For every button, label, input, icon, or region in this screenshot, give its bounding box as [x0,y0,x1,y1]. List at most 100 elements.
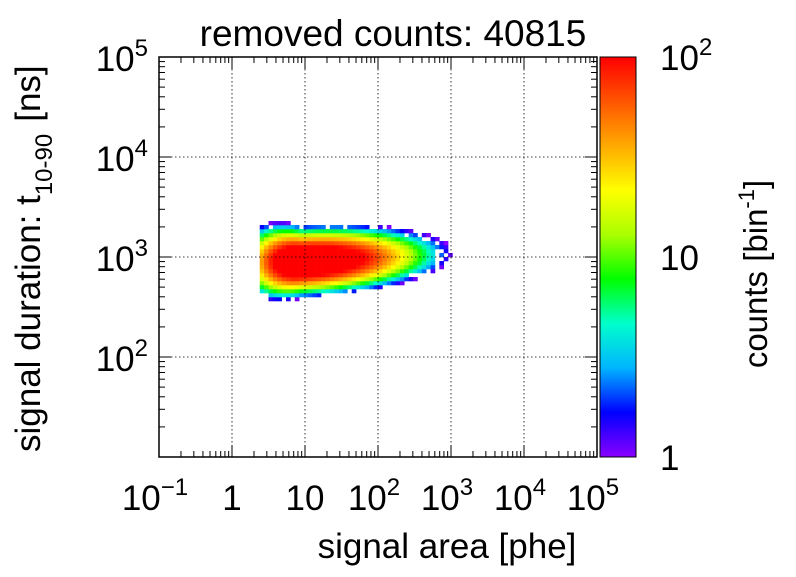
heatmap-cell [272,249,278,254]
heatmap-cell [316,273,322,278]
y-tick-label: 104 [96,135,148,179]
heatmap-cell [364,269,370,274]
heatmap-cell [294,229,300,234]
heatmap-cell [386,229,392,234]
heatmap-cell [329,277,335,282]
heatmap-cell [286,249,291,254]
color-scale-tick-label: 102 [660,34,712,78]
heatmap-cell [299,289,304,294]
heatmap-cell [373,245,379,250]
heatmap-cell [307,261,313,266]
heatmap-cell [347,249,353,254]
heatmap-cell [303,241,309,246]
heatmap-cell [386,241,392,246]
heatmap-cell [264,261,269,266]
heatmap-cell [399,253,405,258]
heatmap-cell [408,261,414,266]
heatmap-cell [347,269,353,274]
heatmap-cell [391,249,396,254]
color-scale-label: counts [bin-1] [734,180,774,368]
heatmap-cell [299,233,304,238]
heatmap-cell [347,273,353,278]
heatmap-cell [351,229,357,234]
heatmap-cell [386,237,392,242]
heatmap-cell [342,277,348,282]
heatmap-cell [369,257,374,262]
heatmap-cell [303,229,309,234]
heatmap-cell [334,245,339,250]
heatmap-cell [329,253,335,258]
heatmap-cell [430,265,436,270]
heatmap-cell [316,237,322,242]
heatmap-cell [373,269,379,274]
heatmap-cell [395,257,401,262]
heatmap-cell [259,245,265,250]
heatmap-cell [413,245,418,250]
heatmap-cell [299,245,304,250]
heatmap-cell [364,265,370,270]
heatmap-cell [382,273,388,278]
heatmap-cell [378,273,383,278]
heatmap-cell [268,241,274,246]
heatmap-cell [338,245,344,250]
heatmap-cell [299,261,304,266]
heatmap-cell [281,273,287,278]
heatmap-cell [321,237,326,242]
heatmap-cell [294,289,300,294]
heatmap-cell [360,261,366,266]
heatmap-cell [364,281,370,286]
heatmap-cell [417,269,423,274]
heatmap-cell [439,261,444,266]
heatmap-cell [378,229,383,234]
heatmap-cell [430,237,436,242]
heatmap-cell [342,261,348,266]
heatmap-cell [382,257,388,262]
heatmap-cell [399,233,405,238]
heatmap-cell [369,249,374,254]
heatmap-cell [286,293,291,298]
heatmap-cell [404,261,409,266]
heatmap-cell [421,261,427,266]
heatmap-cell [268,233,274,238]
heatmap-cell [399,273,405,278]
color-scale-tick-label: 10 [660,239,699,278]
heatmap-cell [347,285,353,290]
heatmap-cell [259,265,265,270]
heatmap-cell [268,249,274,254]
heatmap-cell [286,273,291,278]
heatmap-cell [378,277,383,282]
heatmap-cell [404,269,409,274]
heatmap-cell [312,233,317,238]
heatmap-cell [312,285,317,290]
heatmap-cell [382,233,388,238]
heatmap-cell [399,277,405,282]
heatmap-cell [382,265,388,270]
heatmap-cell [430,245,436,250]
heatmap-cell [430,261,436,266]
heatmap-cell [325,277,331,282]
heatmap-cell [268,277,274,282]
heatmap-cell [364,285,370,290]
color-scale-tick-label: 1 [660,439,679,478]
heatmap-cell [421,245,427,250]
heatmap-cell [404,241,409,246]
heatmap-cell [347,241,353,246]
x-axis-ticks [158,57,595,457]
heatmap-cell [360,245,366,250]
heatmap-cell [290,245,296,250]
heatmap-cell [386,261,392,266]
heatmap-cell [395,245,401,250]
heatmap-cell [316,293,322,298]
heatmap-cell [294,225,300,230]
heatmap-cell [290,277,296,282]
heatmap-cell [404,257,409,262]
heatmap-cell [303,273,309,278]
heatmap-cell [286,281,291,286]
heatmap-cell [259,273,265,278]
heatmap-cell [290,289,296,294]
heatmap-cell [272,289,278,294]
heatmap-cell [294,277,300,282]
heatmap-cell [281,241,287,246]
heatmap-cell [286,237,291,242]
heatmap-cell [268,285,274,290]
